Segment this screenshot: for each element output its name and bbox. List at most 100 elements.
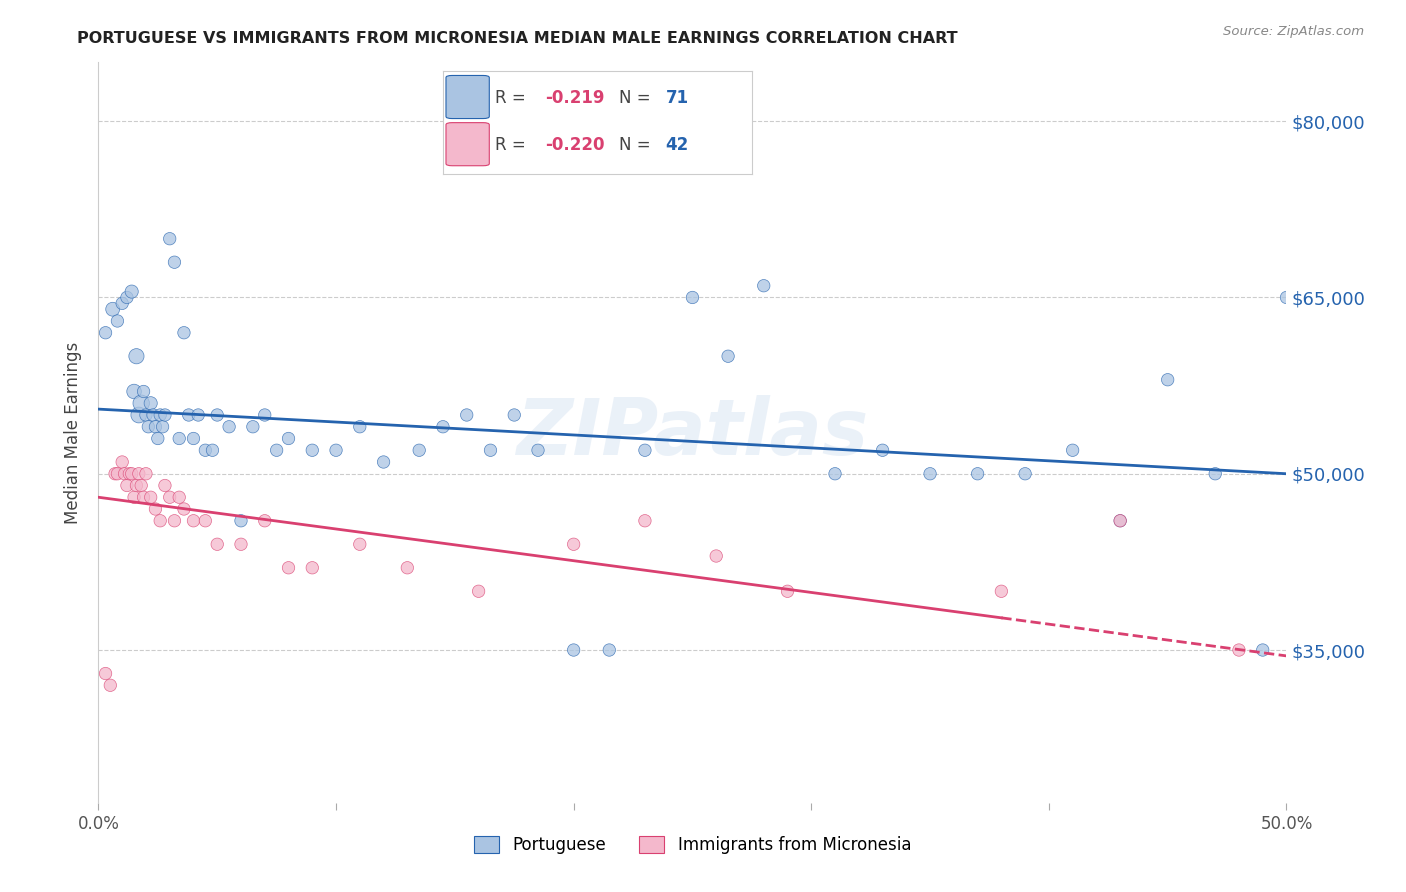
Point (253, 514, 276, 528)
Point (1227, 643, 1250, 657)
Point (104, 467, 127, 481)
Text: 42: 42 (665, 136, 689, 153)
Point (128, 467, 150, 481)
Point (153, 478, 176, 492)
Point (396, 561, 419, 575)
Point (114, 467, 136, 481)
Text: -0.220: -0.220 (546, 136, 605, 153)
Point (135, 467, 157, 481)
Point (408, 443, 430, 458)
Point (1156, 373, 1178, 387)
Point (1062, 443, 1084, 458)
Point (132, 490, 155, 504)
Text: -0.219: -0.219 (546, 88, 605, 106)
Point (1109, 514, 1132, 528)
Point (277, 432, 299, 446)
Point (187, 408, 209, 422)
Point (183, 432, 205, 446)
FancyBboxPatch shape (446, 122, 489, 166)
Point (145, 502, 167, 516)
Point (111, 455, 134, 469)
Point (118, 467, 141, 481)
Point (1109, 514, 1132, 528)
Point (183, 514, 205, 528)
Point (920, 467, 942, 481)
Point (301, 561, 323, 575)
Point (121, 467, 143, 481)
Point (145, 419, 167, 434)
Point (152, 419, 174, 434)
Point (432, 419, 454, 434)
Point (562, 643, 585, 657)
Point (173, 502, 195, 516)
Point (1014, 467, 1036, 481)
Point (373, 455, 395, 469)
Point (142, 408, 165, 422)
Point (132, 384, 155, 399)
Point (717, 349, 740, 363)
Point (163, 255, 186, 269)
Point (598, 643, 620, 657)
Point (115, 478, 138, 492)
Point (101, 302, 124, 317)
Point (121, 285, 143, 299)
Point (139, 396, 162, 410)
Point (173, 326, 195, 340)
Point (752, 278, 775, 293)
Text: R =: R = (495, 136, 531, 153)
Point (107, 314, 129, 328)
Point (136, 419, 159, 434)
Point (194, 514, 217, 528)
Point (704, 549, 727, 563)
Point (325, 443, 347, 458)
Point (872, 443, 894, 458)
Point (1204, 467, 1226, 481)
Point (1275, 290, 1298, 304)
Point (527, 443, 550, 458)
Text: R =: R = (495, 88, 531, 106)
Point (242, 419, 264, 434)
Point (966, 467, 988, 481)
Point (98, 678, 121, 692)
Point (135, 408, 157, 422)
Point (159, 232, 181, 246)
Point (125, 349, 148, 363)
Point (94, 666, 117, 681)
Point (149, 408, 172, 422)
Point (125, 478, 148, 492)
Point (201, 443, 224, 458)
Point (122, 384, 145, 399)
Point (128, 408, 150, 422)
Point (146, 432, 169, 446)
Text: Source: ZipAtlas.com: Source: ZipAtlas.com (1223, 25, 1364, 38)
Point (503, 408, 526, 422)
Point (115, 290, 138, 304)
Text: PORTUGUESE VS IMMIGRANTS FROM MICRONESIA MEDIAN MALE EARNINGS CORRELATION CHART: PORTUGUESE VS IMMIGRANTS FROM MICRONESIA… (77, 31, 957, 46)
Y-axis label: Median Male Earnings: Median Male Earnings (65, 342, 83, 524)
Point (94, 326, 117, 340)
Point (177, 408, 200, 422)
Text: 71: 71 (665, 88, 689, 106)
Point (149, 514, 172, 528)
Legend: Portuguese, Immigrants from Micronesia: Portuguese, Immigrants from Micronesia (467, 830, 918, 861)
Point (218, 419, 240, 434)
Point (153, 408, 176, 422)
Point (159, 490, 181, 504)
Point (301, 443, 323, 458)
Point (229, 537, 252, 551)
Point (776, 584, 799, 599)
Point (129, 396, 152, 410)
Point (479, 443, 502, 458)
Text: N =: N = (619, 88, 657, 106)
FancyBboxPatch shape (446, 76, 489, 119)
Point (207, 537, 229, 551)
Point (167, 490, 190, 504)
Point (111, 296, 134, 310)
Point (167, 432, 190, 446)
Point (990, 584, 1012, 599)
Point (207, 408, 229, 422)
Point (163, 514, 186, 528)
Point (634, 443, 657, 458)
Point (229, 514, 252, 528)
Text: N =: N = (619, 136, 657, 153)
